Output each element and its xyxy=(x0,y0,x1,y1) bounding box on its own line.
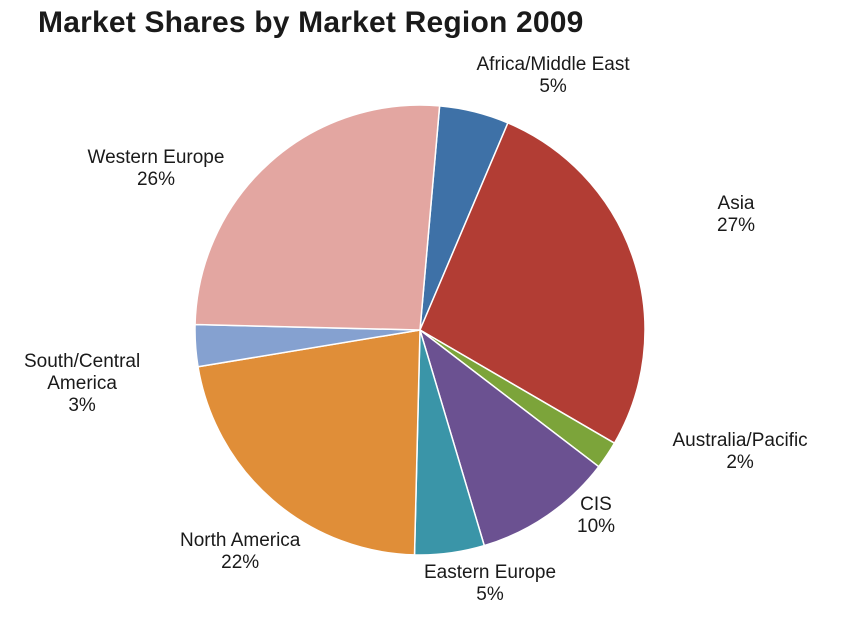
pie-slice-label: Eastern Europe5% xyxy=(424,562,556,606)
pie-slice-label: North America22% xyxy=(180,530,300,574)
pie-chart-svg xyxy=(0,0,860,618)
pie-slice-label: Australia/Pacific2% xyxy=(673,430,808,474)
pie-slice xyxy=(198,330,420,555)
pie-slice-label: South/CentralAmerica3% xyxy=(24,351,140,417)
pie-slice-label: Asia27% xyxy=(717,193,755,237)
pie-slice-label: CIS10% xyxy=(577,494,615,538)
pie-slice-label: Africa/Middle East5% xyxy=(477,54,630,98)
pie-slice-label: Western Europe26% xyxy=(88,147,225,191)
pie-slice xyxy=(195,105,440,330)
pie-chart-container: Africa/Middle East5% Asia27% Australia/Pac… xyxy=(0,0,860,618)
